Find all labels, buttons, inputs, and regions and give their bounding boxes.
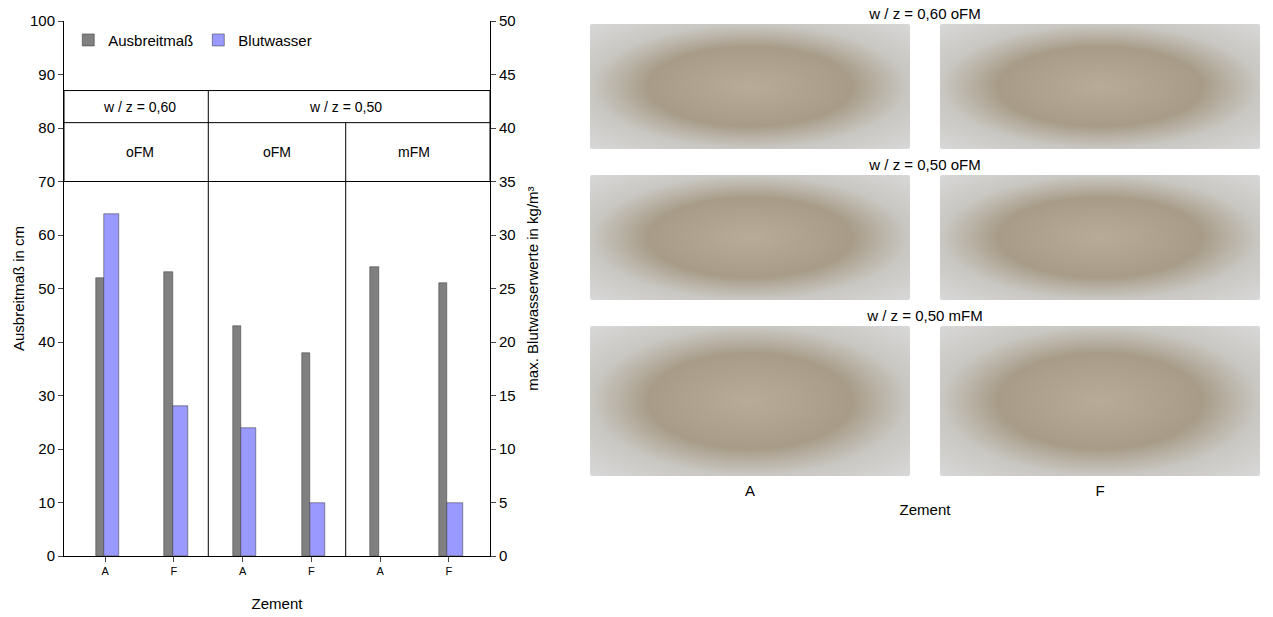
- svg-text:15: 15: [499, 387, 516, 404]
- svg-text:oFM: oFM: [263, 144, 291, 160]
- svg-text:Ausbreitmaß: Ausbreitmaß: [108, 32, 193, 49]
- svg-text:30: 30: [38, 387, 55, 404]
- svg-text:A: A: [102, 565, 110, 577]
- html-text:w / z = 0,60 oFM: w / z = 0,60 oFM: [869, 5, 981, 22]
- svg-text:35: 35: [499, 173, 516, 190]
- svg-text:A: A: [239, 565, 247, 577]
- svg-text:20: 20: [499, 333, 516, 350]
- svg-text:mFM: mFM: [398, 144, 430, 160]
- svg-text:max. Blutwasserwerte in kg/m³: max. Blutwasserwerte in kg/m³: [524, 186, 541, 390]
- svg-text:oFM: oFM: [126, 144, 154, 160]
- svg-text:70: 70: [38, 173, 55, 190]
- svg-text:F: F: [308, 565, 315, 577]
- svg-text:100: 100: [30, 12, 55, 29]
- svg-text:0: 0: [499, 547, 507, 564]
- html-text:A: A: [745, 482, 755, 499]
- svg-text:0: 0: [47, 547, 55, 564]
- svg-text:w / z = 0,60: w / z = 0,60: [103, 99, 176, 115]
- svg-text:A: A: [376, 565, 384, 577]
- svg-text:50: 50: [499, 12, 516, 29]
- svg-text:Ausbreitmaß in cm: Ausbreitmaß in cm: [10, 226, 27, 351]
- svg-text:10: 10: [38, 494, 55, 511]
- svg-text:w / z = 0,50: w / z = 0,50: [309, 99, 382, 115]
- svg-text:25: 25: [499, 280, 516, 297]
- svg-text:20: 20: [38, 440, 55, 457]
- html-text:F: F: [1095, 482, 1105, 499]
- svg-text:F: F: [171, 565, 178, 577]
- svg-text:10: 10: [499, 440, 516, 457]
- svg-text:30: 30: [499, 226, 516, 243]
- svg-text:5: 5: [499, 494, 507, 511]
- svg-text:60: 60: [38, 226, 55, 243]
- html-text:Zement: Zement: [899, 501, 951, 518]
- svg-text:F: F: [445, 565, 452, 577]
- svg-text:50: 50: [38, 280, 55, 297]
- svg-text:40: 40: [499, 119, 516, 136]
- html-text:w / z = 0,50 mFM: w / z = 0,50 mFM: [867, 307, 983, 324]
- svg-text:80: 80: [38, 119, 55, 136]
- svg-text:40: 40: [38, 333, 55, 350]
- svg-text:Zement: Zement: [252, 595, 304, 612]
- svg-text:90: 90: [38, 66, 55, 83]
- svg-text:Blutwasser: Blutwasser: [238, 32, 311, 49]
- html-text:w / z = 0,50 oFM: w / z = 0,50 oFM: [869, 156, 981, 173]
- svg-text:45: 45: [499, 66, 516, 83]
